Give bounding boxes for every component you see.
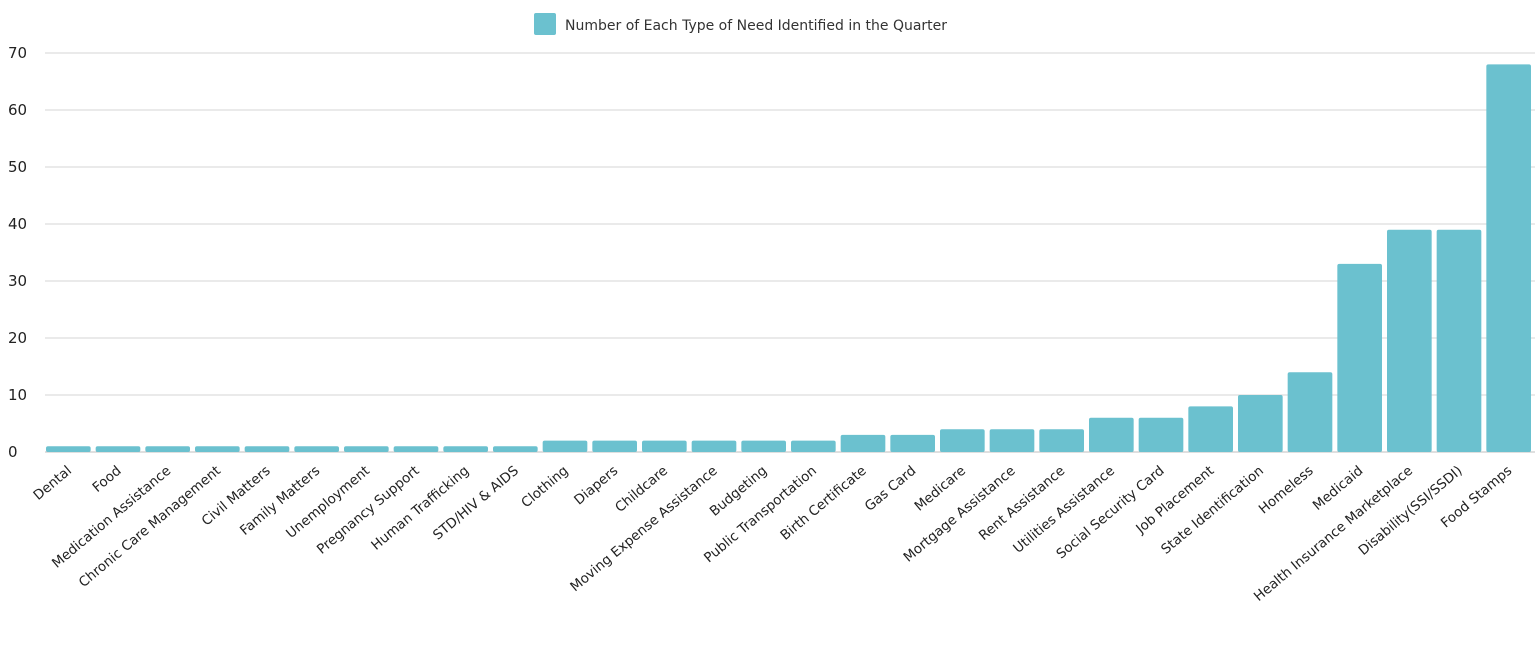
x-tick-label: Dental xyxy=(30,463,74,504)
x-tick-label: Food xyxy=(89,463,124,496)
bar[interactable] xyxy=(1138,417,1184,452)
bar[interactable] xyxy=(989,429,1035,452)
bar[interactable] xyxy=(344,446,389,452)
x-tick-label: STD/HIV & AIDS xyxy=(430,463,522,544)
y-tick-label: 50 xyxy=(8,158,27,176)
bar[interactable] xyxy=(1039,429,1084,452)
x-tick-label: Homeless xyxy=(1256,463,1317,518)
y-tick-label: 30 xyxy=(8,272,27,290)
bar[interactable] xyxy=(691,440,737,452)
y-axis: 0 10 20 30 40 50 60 70 xyxy=(8,44,27,461)
bar[interactable] xyxy=(1486,64,1531,453)
bar[interactable] xyxy=(840,434,886,452)
bar[interactable] xyxy=(741,440,786,452)
bar[interactable] xyxy=(393,446,439,452)
gridlines xyxy=(45,52,1535,453)
bar[interactable] xyxy=(46,446,91,452)
bar[interactable] xyxy=(592,440,637,452)
bar[interactable] xyxy=(443,446,488,452)
x-tick-label: Rent Assistance xyxy=(976,463,1068,544)
bar[interactable] xyxy=(195,446,240,452)
bar[interactable] xyxy=(1188,406,1233,452)
bar[interactable] xyxy=(1238,395,1283,452)
x-tick-label: Birth Certificate xyxy=(777,463,869,544)
bar[interactable] xyxy=(95,446,141,452)
y-tick-label: 40 xyxy=(8,215,27,233)
legend-label: Number of Each Type of Need Identified i… xyxy=(565,18,947,34)
bar[interactable] xyxy=(244,446,290,452)
bar[interactable] xyxy=(890,434,935,452)
y-tick-label: 10 xyxy=(8,386,27,404)
y-tick-label: 60 xyxy=(8,101,27,119)
bar[interactable] xyxy=(493,446,538,452)
bar[interactable] xyxy=(1387,229,1432,452)
bar[interactable] xyxy=(940,429,985,452)
bar[interactable] xyxy=(1436,229,1482,452)
y-tick-label: 70 xyxy=(8,44,27,62)
bar[interactable] xyxy=(542,440,588,452)
y-tick-label: 20 xyxy=(8,329,27,347)
legend-swatch xyxy=(534,13,556,35)
x-tick-label: Clothing xyxy=(518,463,571,511)
legend[interactable]: Number of Each Type of Need Identified i… xyxy=(534,13,947,35)
bar[interactable] xyxy=(1337,263,1382,452)
bar[interactable] xyxy=(642,440,687,452)
bar[interactable] xyxy=(1287,372,1333,452)
bar[interactable] xyxy=(1089,417,1134,452)
y-tick-label: 0 xyxy=(8,443,18,461)
bar[interactable] xyxy=(294,446,339,452)
bar[interactable] xyxy=(791,440,836,452)
bars xyxy=(46,64,1531,453)
x-tick-label: Unemployment xyxy=(283,463,373,542)
x-tick-label: Gas Card xyxy=(862,463,920,515)
bar[interactable] xyxy=(145,446,190,452)
